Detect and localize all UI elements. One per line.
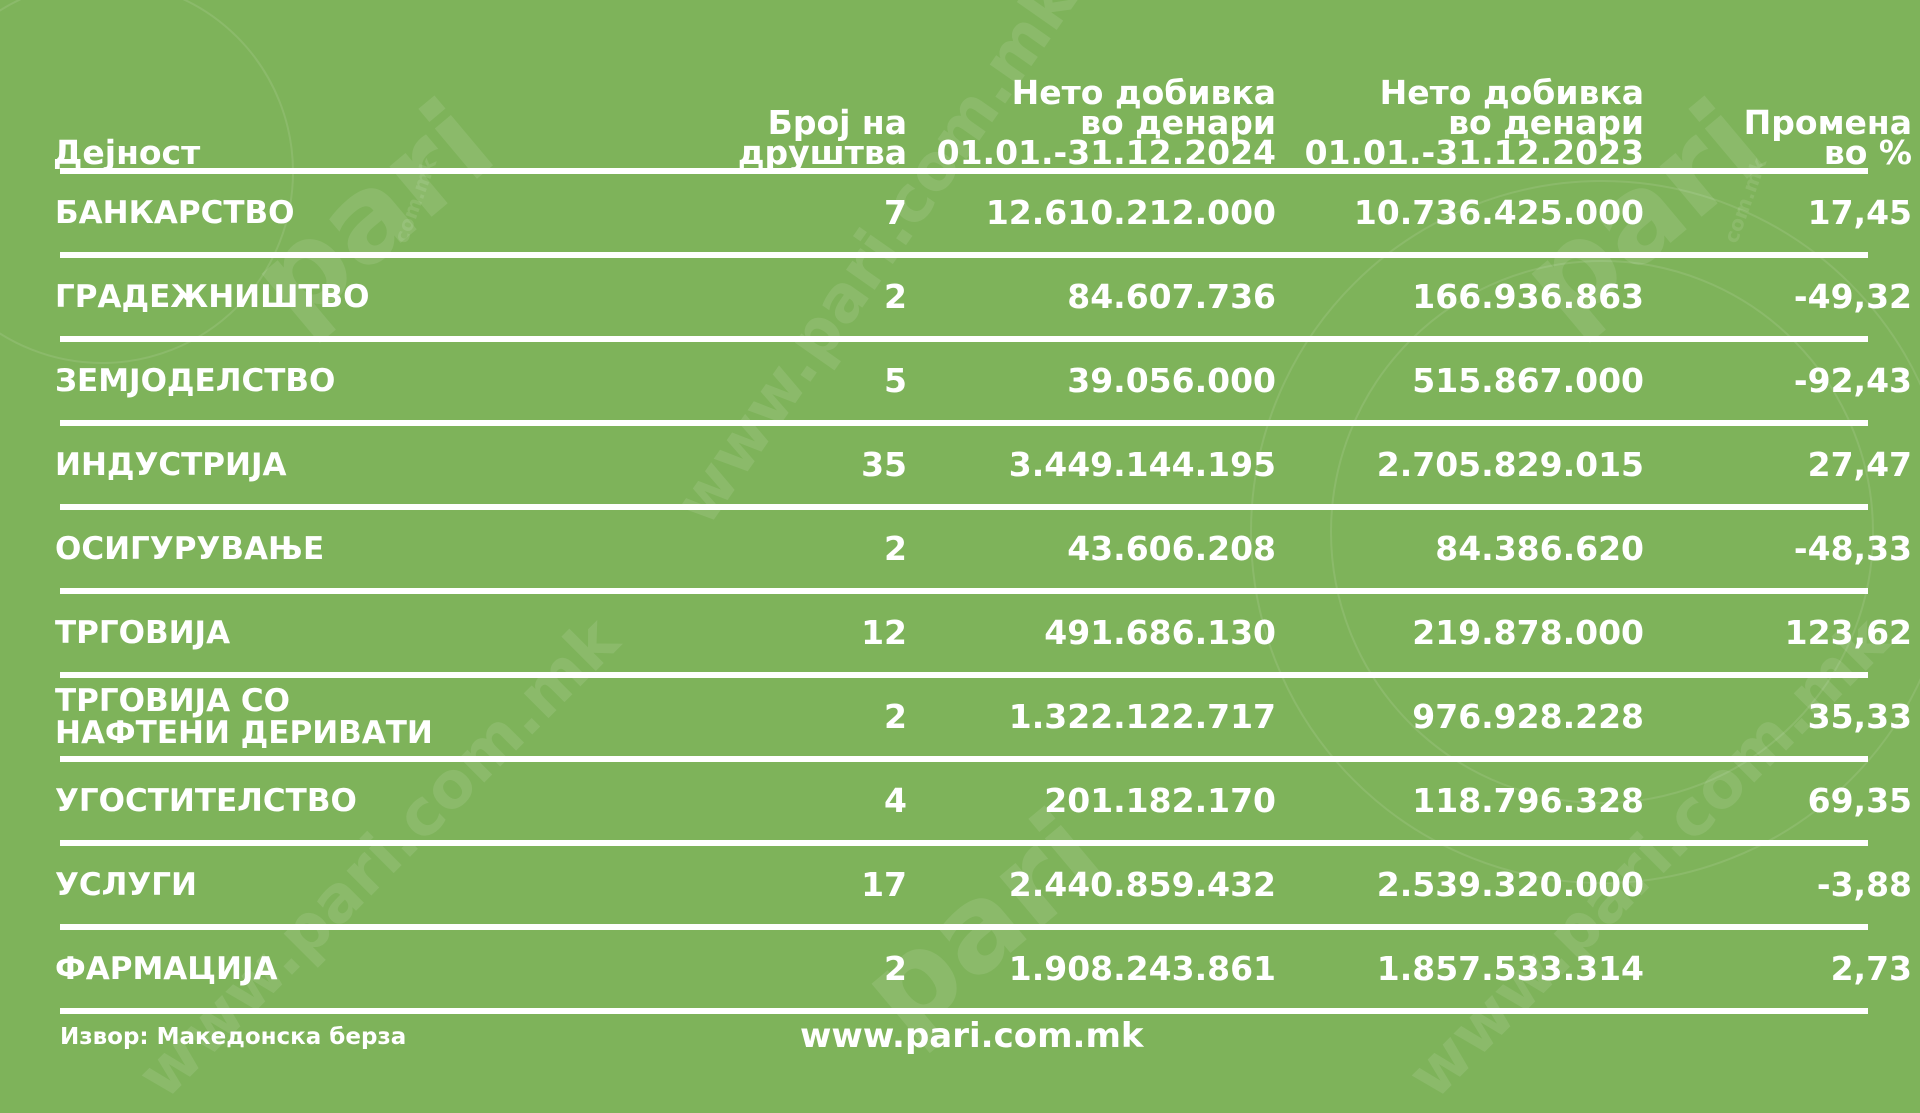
profit-2024-cell: 43.606.208	[1067, 529, 1276, 568]
activity-cell: ИНДУСТРИЈА	[55, 447, 287, 483]
header-company-count: Број на друштва	[737, 103, 907, 172]
profit-2023-cell: 10.736.425.000	[1353, 193, 1644, 232]
header-profit2023-line1: Нето добивка	[1379, 73, 1644, 112]
change-cell: 69,35	[1807, 781, 1912, 820]
table-row: ТРГОВИЈА 12 491.686.130 219.878.000 123,…	[50, 594, 1912, 672]
count-cell: 4	[884, 781, 907, 820]
header-count-line2: друштва	[737, 133, 907, 172]
row-divider	[60, 924, 1868, 930]
activity-cell: БАНКАРСТВО	[55, 195, 295, 231]
activity-cell: ТРГОВИЈА СО НАФТЕНИ ДЕРИВАТИ	[55, 685, 433, 749]
profit-2023-cell: 84.386.620	[1435, 529, 1644, 568]
activity-cell: ГРАДЕЖНИШТВО	[55, 279, 370, 315]
row-divider	[60, 672, 1868, 678]
table-row: БАНКАРСТВО 7 12.610.212.000 10.736.425.0…	[50, 174, 1912, 252]
profit-2024-cell: 3.449.144.195	[1008, 445, 1276, 484]
row-divider	[60, 504, 1868, 510]
count-cell: 2	[884, 697, 907, 736]
profit-2023-cell: 2.539.320.000	[1376, 865, 1644, 904]
table-header: Дејност Број на друштва Нето добивка во …	[50, 60, 1912, 172]
table-row: ФАРМАЦИЈА 2 1.908.243.861 1.857.533.314 …	[50, 930, 1912, 1008]
profit-2023-cell: 2.705.829.015	[1376, 445, 1644, 484]
table-row: ГРАДЕЖНИШТВО 2 84.607.736 166.936.863 -4…	[50, 258, 1912, 336]
change-cell: 35,33	[1807, 697, 1912, 736]
website-link[interactable]: www.pari.com.mk	[800, 1016, 1144, 1056]
profit-2023-cell: 515.867.000	[1412, 361, 1644, 400]
activity-line2: НАФТЕНИ ДЕРИВАТИ	[55, 715, 433, 751]
activity-cell: УСЛУГИ	[55, 867, 197, 903]
header-profit-2023: Нето добивка во денари 01.01.-31.12.2023	[1304, 73, 1644, 172]
profit-2024-cell: 12.610.212.000	[985, 193, 1276, 232]
change-cell: 17,45	[1807, 193, 1912, 232]
header-profit2024-line2: во денари	[1080, 103, 1276, 142]
activity-cell: УГОСТИТЕЛСТВО	[55, 783, 357, 819]
change-cell: -3,88	[1816, 865, 1912, 904]
activity-cell: ФАРМАЦИЈА	[55, 951, 278, 987]
row-divider	[60, 840, 1868, 846]
row-divider	[60, 336, 1868, 342]
profit-2024-cell: 2.440.859.432	[1008, 865, 1276, 904]
profit-2023-cell: 976.928.228	[1412, 697, 1644, 736]
profit-2023-cell: 118.796.328	[1412, 781, 1644, 820]
row-divider	[60, 588, 1868, 594]
profit-2024-cell: 84.607.736	[1067, 277, 1276, 316]
count-cell: 17	[861, 865, 907, 904]
row-divider	[60, 756, 1868, 762]
change-cell: -92,43	[1793, 361, 1912, 400]
profit-2023-cell: 1.857.533.314	[1376, 949, 1644, 988]
table-row: ЗЕМЈОДЕЛСТВО 5 39.056.000 515.867.000 -9…	[50, 342, 1912, 420]
header-profit2024-line1: Нето добивка	[1011, 73, 1276, 112]
profit-2024-cell: 39.056.000	[1067, 361, 1276, 400]
change-cell: -49,32	[1793, 277, 1912, 316]
table-row: УСЛУГИ 17 2.440.859.432 2.539.320.000 -3…	[50, 846, 1912, 924]
table-row: УГОСТИТЕЛСТВО 4 201.182.170 118.796.328 …	[50, 762, 1912, 840]
count-cell: 2	[884, 529, 907, 568]
profit-2024-cell: 491.686.130	[1044, 613, 1276, 652]
change-cell: 123,62	[1784, 613, 1912, 652]
header-change-line2: во %	[1823, 133, 1912, 172]
change-cell: 2,73	[1830, 949, 1912, 988]
row-divider	[60, 1008, 1868, 1014]
count-cell: 2	[884, 277, 907, 316]
header-count-line1: Број на	[767, 103, 907, 142]
footer: Извор: Македонска берза www.pari.com.mk	[0, 1010, 1920, 1070]
profit-2024-cell: 201.182.170	[1044, 781, 1276, 820]
count-cell: 35	[861, 445, 907, 484]
activity-cell: ТРГОВИЈА	[55, 615, 231, 651]
source-note: Извор: Македонска берза	[60, 1024, 407, 1050]
activity-cell: ЗЕМЈОДЕЛСТВО	[55, 363, 336, 399]
change-cell: -48,33	[1793, 529, 1912, 568]
header-profit2023-line3: 01.01.-31.12.2023	[1304, 133, 1644, 172]
header-profit2024-line3: 01.01.-31.12.2024	[936, 133, 1276, 172]
table-row: ИНДУСТРИЈА 35 3.449.144.195 2.705.829.01…	[50, 426, 1912, 504]
row-divider	[60, 168, 1868, 174]
profit-2023-cell: 219.878.000	[1412, 613, 1644, 652]
activity-line1: ТРГОВИЈА СО	[55, 683, 290, 719]
profit-table: Дејност Број на друштва Нето добивка во …	[50, 60, 1912, 1014]
count-cell: 2	[884, 949, 907, 988]
table-row: ТРГОВИЈА СО НАФТЕНИ ДЕРИВАТИ 2 1.322.122…	[50, 678, 1912, 756]
row-divider	[60, 420, 1868, 426]
header-profit2023-line2: во денари	[1448, 103, 1644, 142]
row-divider	[60, 252, 1868, 258]
header-activity: Дејност	[53, 133, 201, 172]
profit-2023-cell: 166.936.863	[1412, 277, 1644, 316]
count-cell: 7	[884, 193, 907, 232]
count-cell: 12	[861, 613, 907, 652]
profit-2024-cell: 1.908.243.861	[1008, 949, 1276, 988]
count-cell: 5	[884, 361, 907, 400]
table-row: ОСИГУРУВАЊЕ 2 43.606.208 84.386.620 -48,…	[50, 510, 1912, 588]
header-change-line1: Промена	[1743, 103, 1912, 142]
header-change: Промена во %	[1743, 103, 1912, 172]
change-cell: 27,47	[1807, 445, 1912, 484]
activity-cell: ОСИГУРУВАЊЕ	[55, 531, 325, 567]
profit-2024-cell: 1.322.122.717	[1008, 697, 1276, 736]
header-profit-2024: Нето добивка во денари 01.01.-31.12.2024	[936, 73, 1276, 172]
